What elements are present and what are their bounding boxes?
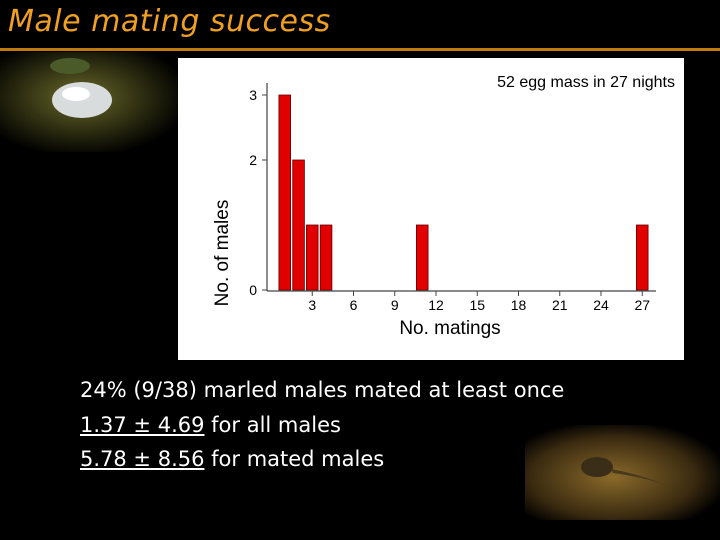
- x-axis-label: No. matings: [399, 318, 500, 339]
- x-tick-label: 6: [350, 297, 358, 313]
- bar: [319, 224, 333, 291]
- histogram-chart: 52 egg mass in 27 nights 3 6 9 12 15 18 21 24 27…: [178, 58, 684, 360]
- y-tick-label: 3: [249, 87, 257, 103]
- x-tick-label: 24: [593, 297, 609, 313]
- summary-text: 24% (9/38) marled males mated at least o…: [80, 373, 564, 477]
- x-tick-label: 21: [552, 297, 568, 313]
- bar: [292, 159, 305, 291]
- x-tick-label: 12: [428, 297, 444, 313]
- title-divider: [0, 48, 720, 51]
- all-males-label: for all males: [204, 412, 341, 437]
- frog-photo: [0, 52, 180, 152]
- bar: [635, 224, 649, 291]
- y-tick-label: 2: [249, 152, 257, 168]
- mated-males-label: for mated males: [204, 447, 385, 471]
- x-tick-label: 27: [634, 297, 650, 313]
- x-tick-label: 9: [391, 297, 399, 313]
- all-males-stat: 1.37 ± 4.69: [80, 412, 205, 437]
- summary-line-1: 24% (9/38) marled males mated at least o…: [80, 378, 565, 402]
- x-tick-label: 15: [469, 297, 485, 313]
- chart-title: 52 egg mass in 27 nights: [497, 74, 675, 91]
- y-axis-label: No. of males: [212, 200, 233, 307]
- x-tick-label: 3: [308, 297, 316, 313]
- summary-line-3: 5.78 ± 8.56 for mated males: [80, 442, 564, 477]
- bar: [305, 224, 319, 291]
- x-tick-label: 18: [511, 297, 527, 313]
- summary-line-2: 1.37 ± 4.69 for all males: [80, 408, 564, 443]
- y-tick-label: 0: [249, 282, 257, 298]
- tadpole-photo: [525, 425, 720, 520]
- slide-title: Male mating success: [8, 4, 331, 39]
- bar: [415, 224, 429, 291]
- mated-males-stat: 5.78 ± 8.56: [80, 447, 205, 471]
- bar: [278, 94, 292, 291]
